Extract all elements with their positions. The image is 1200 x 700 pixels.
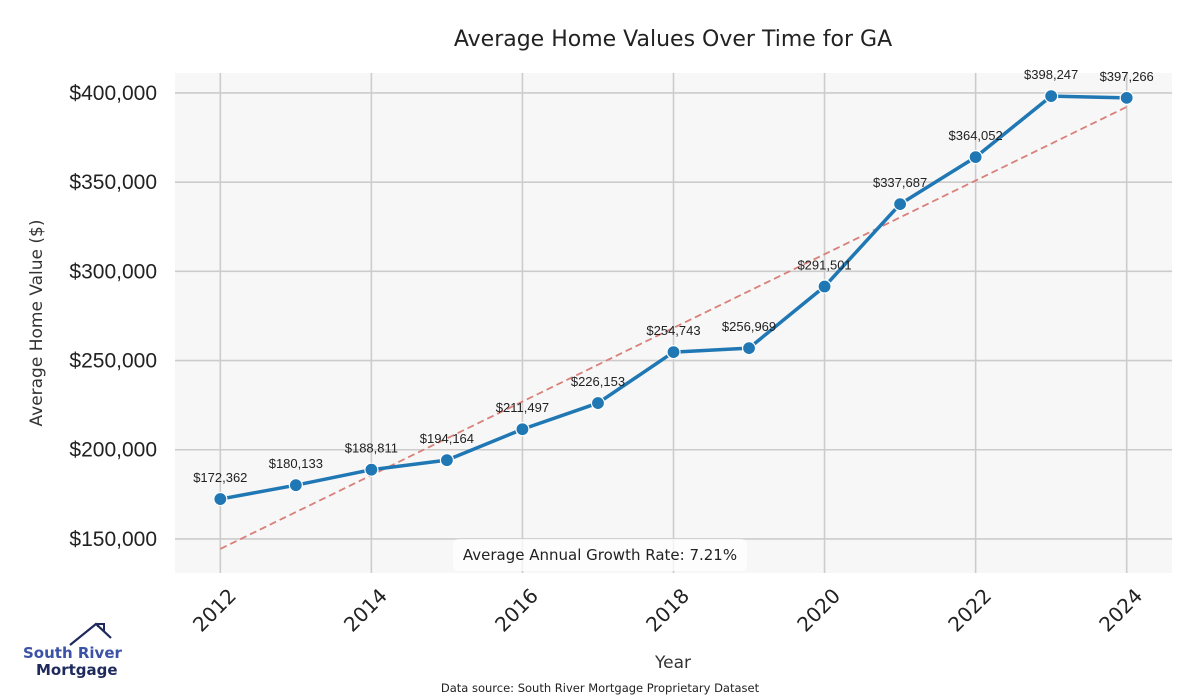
- y-tick-label: $350,000: [69, 171, 157, 194]
- x-tick-label: 2024: [1094, 584, 1147, 637]
- data-point: [968, 150, 983, 165]
- x-ticks: 2012 2014 2016 2018 2020 2022 2024: [188, 584, 1147, 637]
- data-points: [213, 89, 1134, 507]
- data-point: [817, 279, 832, 294]
- data-point: [892, 197, 908, 212]
- data-label: $398,247: [1024, 67, 1078, 82]
- data-label: $188,811: [345, 441, 398, 456]
- chart-title: Average Home Values Over Time for GA: [454, 27, 892, 52]
- data-point: [213, 491, 228, 507]
- data-point: [439, 453, 455, 468]
- y-tick-label: $150,000: [69, 528, 157, 551]
- data-point: [666, 344, 681, 360]
- data-point: [1119, 90, 1134, 105]
- growth-rate-text: Average Annual Growth Rate: 7.21%: [463, 546, 737, 564]
- data-label: $256,969: [722, 319, 776, 334]
- y-tick-label: $300,000: [69, 260, 157, 283]
- y-ticks: $150,000 $200,000 $250,000 $300,000 $350,000…: [69, 82, 157, 551]
- data-point: [515, 422, 530, 437]
- data-labels: $172,362 $180,133 $188,811 $194,164 $211,497…: [193, 67, 1154, 485]
- growth-rate-annotation: Average Annual Growth Rate: 7.21%: [453, 539, 747, 571]
- data-point: [364, 462, 379, 477]
- data-label: $180,133: [269, 456, 323, 471]
- x-tick-label: 2014: [339, 584, 392, 637]
- data-label: $194,164: [420, 431, 474, 446]
- y-axis-label: Average Home Value ($): [27, 220, 47, 427]
- x-tick-label: 2022: [943, 584, 996, 637]
- data-label: $172,362: [193, 470, 247, 485]
- y-tick-label: $400,000: [69, 82, 157, 105]
- x-tick-label: 2018: [641, 584, 694, 637]
- data-source-footnote: Data source: South River Mortgage Propri…: [441, 681, 760, 695]
- data-point: [288, 478, 303, 493]
- x-tick-label: 2016: [490, 584, 543, 637]
- y-tick-label: $250,000: [69, 350, 157, 373]
- data-point: [741, 341, 757, 356]
- logo-line-1: South River: [23, 644, 123, 662]
- data-label: $364,052: [949, 128, 1003, 143]
- x-axis-label: Year: [654, 653, 691, 673]
- house-roof-icon: [69, 622, 112, 646]
- grid: [175, 73, 1172, 573]
- data-point: [590, 395, 606, 411]
- data-label: $291,501: [797, 258, 851, 273]
- south-river-mortgage-logo: South River Mortgage: [23, 622, 123, 679]
- data-label: $226,153: [571, 374, 625, 389]
- x-tick-label: 2012: [188, 584, 241, 637]
- data-point: [1044, 89, 1059, 104]
- data-label: $337,687: [873, 175, 927, 190]
- y-tick-label: $200,000: [69, 439, 157, 462]
- logo-line-2: Mortgage: [36, 661, 118, 679]
- x-tick-label: 2020: [792, 584, 845, 637]
- data-label: $211,497: [496, 400, 549, 415]
- data-label: $397,266: [1100, 69, 1154, 84]
- data-label: $254,743: [646, 323, 700, 338]
